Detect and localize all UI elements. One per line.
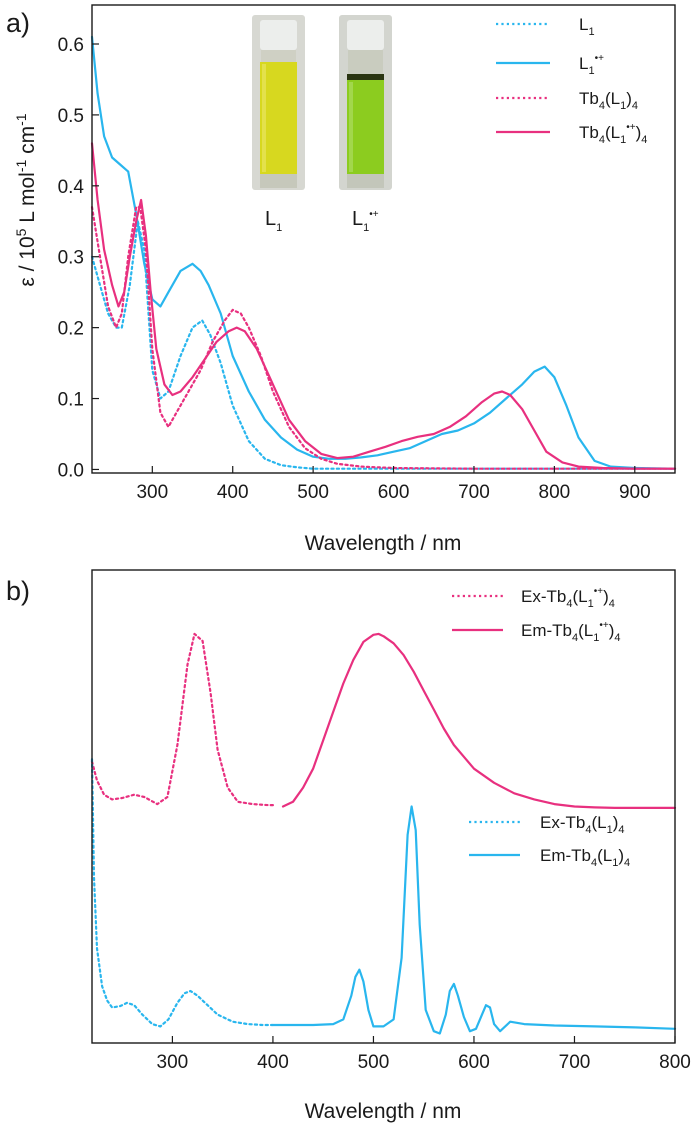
chart-a-legend: L1 L1•+ Tb4(L1)4 Tb4(L1•+)4 (496, 15, 647, 146)
x-tick-label: 500 (297, 482, 329, 503)
chart-b-series-2 (90, 758, 274, 1028)
x-tick-label: 900 (619, 482, 651, 503)
legend-item-l1: L1 (496, 15, 595, 38)
legend-item-tb4-l1-radical-4: Tb4(L1•+)4 (496, 122, 647, 146)
y-tick-label: 0.2 (58, 319, 84, 340)
x-tick-label: 600 (378, 482, 410, 503)
chart-a-series-0 (90, 220, 677, 470)
chart-a-series-3 (90, 142, 677, 470)
panel-label-b: b) (6, 576, 30, 606)
svg-text:Tb4(L1)4: Tb4(L1)4 (579, 89, 638, 112)
y-tick-label: 0.1 (58, 390, 84, 411)
chart-b: 300 400 500 600 700 800 Wavelength / nm Ex-Tb… (90, 569, 691, 1123)
svg-text:Em-Tb4(L1)4: Em-Tb4(L1)4 (540, 846, 630, 869)
chart-b-axes (91, 569, 676, 1044)
vial-photo-inset: L1 L1•+ (252, 15, 392, 234)
x-tick-label: 800 (659, 1052, 691, 1073)
vial-l1-radical (339, 15, 392, 190)
x-tick-label: 600 (458, 1052, 490, 1073)
chart-a-y-axis-label: ε / 105 L mol-1 cm-1 (13, 113, 39, 286)
chart-a-axes (91, 4, 676, 474)
chart-b-legend: Ex-Tb4(L1•+)4 Em-Tb4(L1•+)4 Ex-Tb4(L1)4 … (452, 586, 630, 869)
vial-label-l1: L1 (265, 208, 282, 234)
x-tick-label: 800 (539, 482, 571, 503)
x-tick-label: 300 (157, 1052, 189, 1073)
legend-item-ex-tb4-l1-radical-4: Ex-Tb4(L1•+)4 (452, 586, 615, 610)
chart-a: L1 L1•+ 300 400 500 600 700 800 900 0.00.10.20… (13, 4, 677, 555)
chart-b-series-1 (281, 632, 677, 809)
x-tick-label: 700 (458, 482, 490, 503)
chart-b-x-axis-label: Wavelength / nm (305, 1100, 462, 1123)
chart-b-series-0 (90, 632, 274, 807)
legend-item-l1-radical: L1•+ (496, 53, 604, 77)
legend-item-ex-tb4-l1-4: Ex-Tb4(L1)4 (469, 813, 625, 836)
y-tick-label: 0.4 (58, 177, 85, 198)
y-tick-label: 0.6 (58, 35, 84, 56)
x-tick-label: 500 (358, 1052, 390, 1073)
chart-b-series-3 (271, 805, 677, 1035)
chart-b-x-ticks: 300 400 500 600 700 800 (157, 1036, 691, 1073)
y-tick-label: 0.3 (58, 248, 84, 269)
svg-text:L1•+: L1•+ (579, 53, 604, 77)
x-tick-label: 400 (257, 1052, 289, 1073)
svg-text:Tb4(L1•+)4: Tb4(L1•+)4 (579, 122, 647, 146)
svg-text:L1: L1 (579, 15, 595, 38)
chart-a-curves (90, 35, 677, 470)
legend-item-tb4-l1-4: Tb4(L1)4 (496, 89, 638, 112)
legend-item-em-tb4-l1-4: Em-Tb4(L1)4 (469, 846, 630, 869)
y-tick-label: 0.0 (58, 460, 84, 481)
vial-l1 (252, 15, 305, 190)
svg-text:Ex-Tb4(L1)4: Ex-Tb4(L1)4 (540, 813, 625, 836)
legend-item-em-tb4-l1-radical-4: Em-Tb4(L1•+)4 (452, 620, 621, 644)
x-tick-label: 300 (136, 482, 168, 503)
svg-text:Ex-Tb4(L1•+)4: Ex-Tb4(L1•+)4 (521, 586, 615, 610)
y-tick-label: 0.5 (58, 106, 84, 127)
svg-text:Em-Tb4(L1•+)4: Em-Tb4(L1•+)4 (521, 620, 621, 644)
x-tick-label: 400 (217, 482, 249, 503)
x-tick-label: 700 (559, 1052, 591, 1073)
chart-b-curves (90, 632, 677, 1035)
chart-a-series-2 (90, 206, 677, 470)
chart-a-y-ticks: 0.0 0.1 0.2 0.3 0.4 0.5 0.6 (58, 35, 99, 481)
chart-a-x-axis-label: Wavelength / nm (305, 532, 462, 555)
chart-a-x-ticks: 300 400 500 600 700 800 900 (136, 466, 651, 503)
panel-label-a: a) (6, 8, 30, 38)
vial-label-l1-radical: L1•+ (352, 208, 379, 234)
